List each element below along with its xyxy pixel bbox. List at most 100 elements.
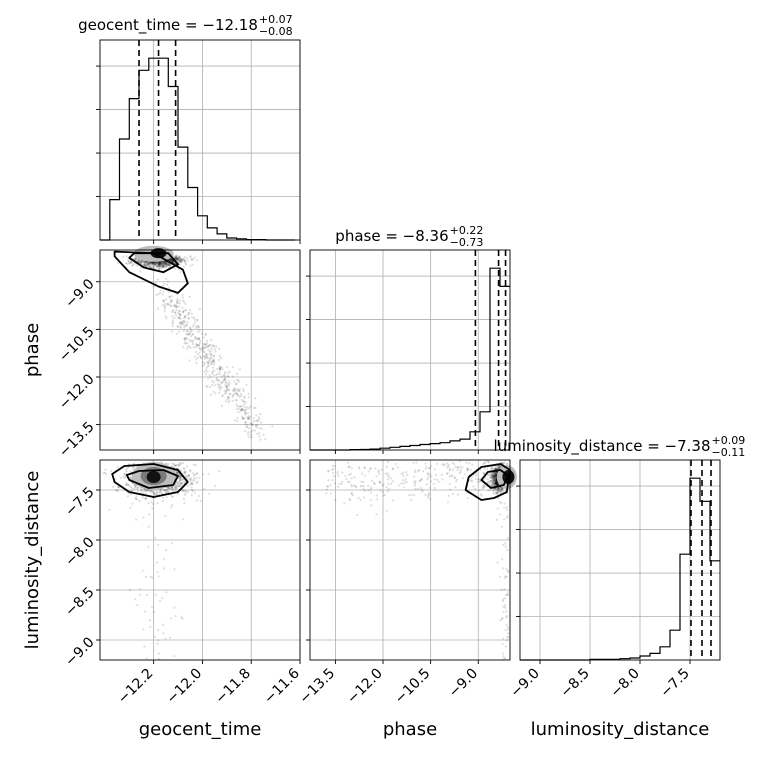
sample-point	[156, 278, 159, 281]
sample-point	[169, 301, 172, 304]
sample-point	[496, 488, 499, 491]
sample-point	[178, 312, 181, 315]
sample-point	[345, 477, 348, 481]
sample-point	[174, 484, 177, 487]
sample-point	[242, 390, 245, 393]
sample-point	[176, 297, 179, 300]
sample-point	[149, 261, 152, 264]
sample-point	[451, 474, 454, 477]
sample-point	[145, 497, 148, 500]
sample-point	[157, 293, 160, 296]
sample-point	[161, 597, 164, 600]
sample-point	[188, 295, 191, 298]
sample-point	[207, 345, 210, 348]
sample-point	[427, 476, 430, 479]
sample-point	[237, 379, 240, 382]
sample-point	[163, 567, 166, 570]
sample-point	[171, 486, 174, 489]
sample-point	[191, 263, 194, 266]
sample-point	[490, 472, 493, 475]
sample-point	[162, 263, 165, 266]
sample-point	[221, 368, 224, 371]
sample-point	[203, 357, 206, 360]
sample-point	[498, 487, 501, 490]
sample-point	[193, 473, 196, 476]
sample-point	[184, 342, 187, 345]
sample-point	[136, 490, 140, 493]
sample-point	[497, 497, 500, 500]
x-axis-title: geocent_time	[139, 719, 262, 740]
sample-point	[182, 480, 185, 483]
sample-point	[155, 265, 158, 268]
sample-point	[178, 475, 182, 479]
sample-point	[260, 427, 263, 430]
sample-point	[135, 497, 138, 500]
sample-point	[506, 593, 509, 596]
sample-point	[175, 258, 178, 261]
sample-point	[185, 332, 188, 336]
sample-point	[194, 350, 197, 354]
sample-point	[504, 645, 507, 648]
sample-point	[500, 487, 503, 490]
sample-point	[398, 484, 401, 487]
sample-point	[492, 472, 495, 475]
sample-point	[489, 476, 492, 479]
sample-point	[189, 335, 193, 338]
sample-point	[208, 374, 211, 377]
sample-point	[138, 593, 142, 596]
sample-point	[152, 261, 155, 264]
sample-point	[170, 258, 173, 261]
sample-point	[173, 317, 176, 320]
sample-point	[208, 359, 211, 362]
sample-point	[426, 472, 430, 475]
sample-point	[402, 474, 405, 478]
panel-background	[310, 250, 510, 450]
sample-point	[203, 370, 206, 373]
sample-point	[507, 628, 510, 631]
sample-point	[187, 317, 190, 320]
sample-point	[189, 328, 192, 331]
sample-point	[180, 258, 183, 261]
sample-point	[247, 415, 250, 418]
sample-point	[487, 461, 490, 464]
sample-point	[185, 475, 188, 478]
sample-point	[175, 472, 178, 475]
sample-point	[168, 264, 171, 267]
sample-point	[414, 471, 417, 474]
sample-point	[247, 431, 250, 434]
sample-point	[486, 478, 489, 481]
sample-point	[491, 483, 494, 486]
sample-point	[497, 464, 500, 467]
sample-point	[170, 259, 173, 262]
sample-point	[167, 262, 170, 265]
sample-point	[175, 256, 178, 259]
sample-point	[496, 492, 499, 495]
sample-point	[496, 489, 500, 492]
sample-point	[455, 478, 459, 481]
sample-point	[178, 484, 181, 487]
sample-point	[154, 261, 157, 264]
sample-point	[191, 483, 194, 486]
sample-point	[387, 478, 390, 481]
sample-point	[175, 255, 178, 258]
sample-point	[147, 263, 151, 266]
sample-point	[163, 262, 166, 265]
sample-point	[188, 478, 191, 481]
sample-point	[249, 422, 252, 425]
sample-point	[477, 478, 480, 481]
sample-point	[171, 315, 174, 318]
sample-point	[506, 549, 509, 552]
sample-point	[129, 476, 132, 479]
sample-point	[182, 489, 185, 492]
sample-point	[157, 262, 160, 265]
sample-point	[495, 482, 498, 485]
sample-point	[165, 496, 168, 499]
sample-point	[196, 338, 199, 341]
title-upper-error: +0.07	[259, 13, 293, 26]
sample-point	[504, 542, 507, 545]
sample-point	[138, 588, 141, 591]
sample-point	[369, 467, 372, 470]
sample-point	[186, 337, 189, 340]
sample-point	[183, 256, 186, 259]
sample-point	[178, 314, 181, 317]
